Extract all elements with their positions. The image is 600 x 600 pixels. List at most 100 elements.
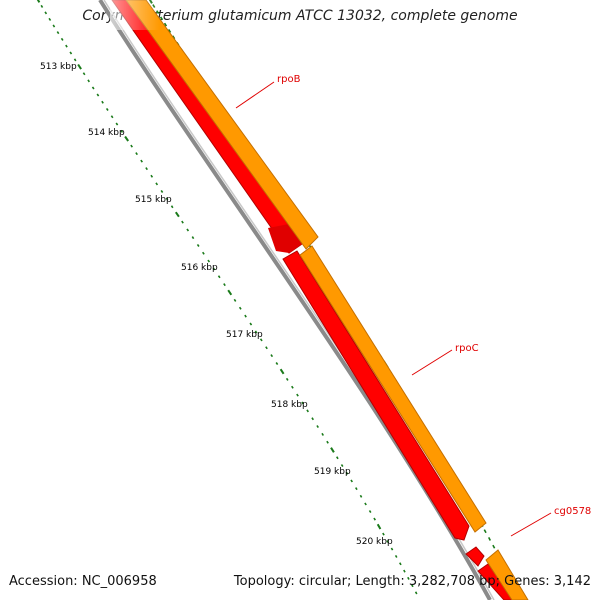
tick-mark: [270, 354, 274, 358]
tick-mark: [36, 0, 41, 3]
tick-mark: [73, 58, 77, 62]
tick-mark: [390, 547, 394, 551]
genome-summary-text: Topology: circular; Length: 3,282,708 bp…: [233, 574, 591, 589]
tick-mark: [326, 440, 329, 444]
kbp-label: 514 kbp: [88, 128, 125, 138]
tick-mark: [244, 314, 247, 318]
tick-mark: [217, 275, 221, 279]
tick-mark: [140, 159, 143, 163]
tick-mark: [167, 28, 172, 33]
tick-mark: [69, 51, 73, 55]
tick-mark: [316, 425, 319, 429]
kbp-label: 517 kbp: [226, 330, 263, 340]
kbp-label: 518 kbp: [271, 400, 308, 410]
tick-mark: [350, 479, 353, 483]
tick-mark: [191, 236, 195, 240]
tick-mark: [368, 510, 372, 514]
tick-mark: [52, 24, 56, 28]
tick-mark: [336, 456, 339, 460]
tick-mark: [223, 283, 226, 287]
gene-rpoB: [125, 0, 319, 250]
tick-mark: [202, 251, 205, 255]
tick-mark: [115, 122, 119, 126]
leader-rpoC: [411, 349, 453, 376]
kbp-label: 520 kbp: [356, 537, 393, 547]
tick-mark: [301, 401, 304, 405]
tick-mark: [373, 517, 376, 521]
feature-fade: [110, 0, 160, 30]
tick-mark: [279, 368, 285, 375]
tick-mark: [150, 174, 154, 178]
tick-mark: [130, 144, 133, 148]
tick-mark: [376, 523, 382, 530]
tick-mark: [227, 289, 233, 296]
tick-mark: [159, 16, 164, 21]
tick-mark: [407, 576, 410, 580]
gene-track: [125, 0, 529, 600]
tick-mark: [163, 22, 168, 27]
tick-mark: [212, 267, 216, 271]
tick-mark: [340, 464, 344, 468]
tick-mark: [56, 31, 60, 35]
tick-mark: [120, 129, 124, 133]
tick-mark: [386, 540, 390, 544]
tick-mark: [345, 471, 349, 475]
tick-mark: [170, 205, 174, 209]
gene-labels: rpoB rpoC cg0578: [235, 74, 591, 537]
tick-mark: [124, 135, 130, 142]
tick-mark: [414, 591, 418, 595]
cds-track: [111, 0, 521, 600]
kbp-label: 519 kbp: [314, 467, 351, 477]
tick-mark: [394, 555, 398, 558]
tick-mark: [265, 346, 268, 350]
tick-mark: [91, 86, 95, 90]
tick-track-inner: [36, 0, 418, 595]
cds-rpoB: [111, 0, 303, 254]
tick-mark: [174, 211, 180, 218]
gene-next: [485, 549, 529, 600]
tick-mark: [40, 4, 44, 8]
tick-mark: [285, 377, 289, 381]
tick-mark: [238, 306, 242, 310]
tick-mark: [403, 569, 406, 573]
tick-mark: [96, 93, 100, 97]
accession-text: Accession: NC_006958: [9, 574, 157, 589]
kbp-label: 513 kbp: [40, 62, 77, 72]
tick-mark: [330, 447, 335, 453]
tick-mark: [186, 228, 190, 232]
tick-mark: [77, 63, 82, 70]
kbp-label: 516 kbp: [181, 263, 218, 273]
tick-mark: [110, 115, 114, 119]
tick-mark: [65, 44, 68, 48]
cds-cg0578: [465, 546, 485, 567]
tick-mark: [160, 189, 164, 193]
tick-mark: [296, 393, 299, 397]
tick-mark: [48, 17, 52, 21]
tick-mark: [364, 502, 367, 506]
tick-mark: [321, 432, 324, 436]
leader-cg0578: [510, 512, 552, 537]
kbp-axis: 513 kbp 514 kbp 515 kbp 516 kbp 517 kbp …: [40, 62, 393, 547]
backbone-arc: [98, 0, 492, 600]
tick-mark: [105, 107, 109, 111]
gene-label-rpoC: rpoC: [455, 343, 479, 354]
tick-mark: [155, 182, 159, 186]
tick-mark: [87, 79, 90, 83]
map-title: Corynebacterium glutamicum ATCC 13032, c…: [82, 8, 518, 24]
tick-mark: [483, 529, 487, 534]
tick-mark: [291, 385, 294, 389]
tick-mark: [399, 562, 402, 566]
tick-mark: [249, 322, 253, 326]
tick-mark: [411, 584, 414, 588]
cds-rpoC: [282, 250, 470, 541]
tick-mark: [101, 100, 104, 104]
tick-mark: [196, 243, 200, 247]
tick-mark: [207, 259, 211, 263]
tick-mark: [44, 11, 48, 15]
tick-mark: [165, 197, 169, 201]
gene-rpoC: [299, 245, 487, 533]
gene-label-cg0578: cg0578: [554, 506, 591, 517]
tick-mark: [181, 220, 184, 224]
tick-mark: [306, 409, 309, 413]
tick-mark: [135, 152, 138, 156]
